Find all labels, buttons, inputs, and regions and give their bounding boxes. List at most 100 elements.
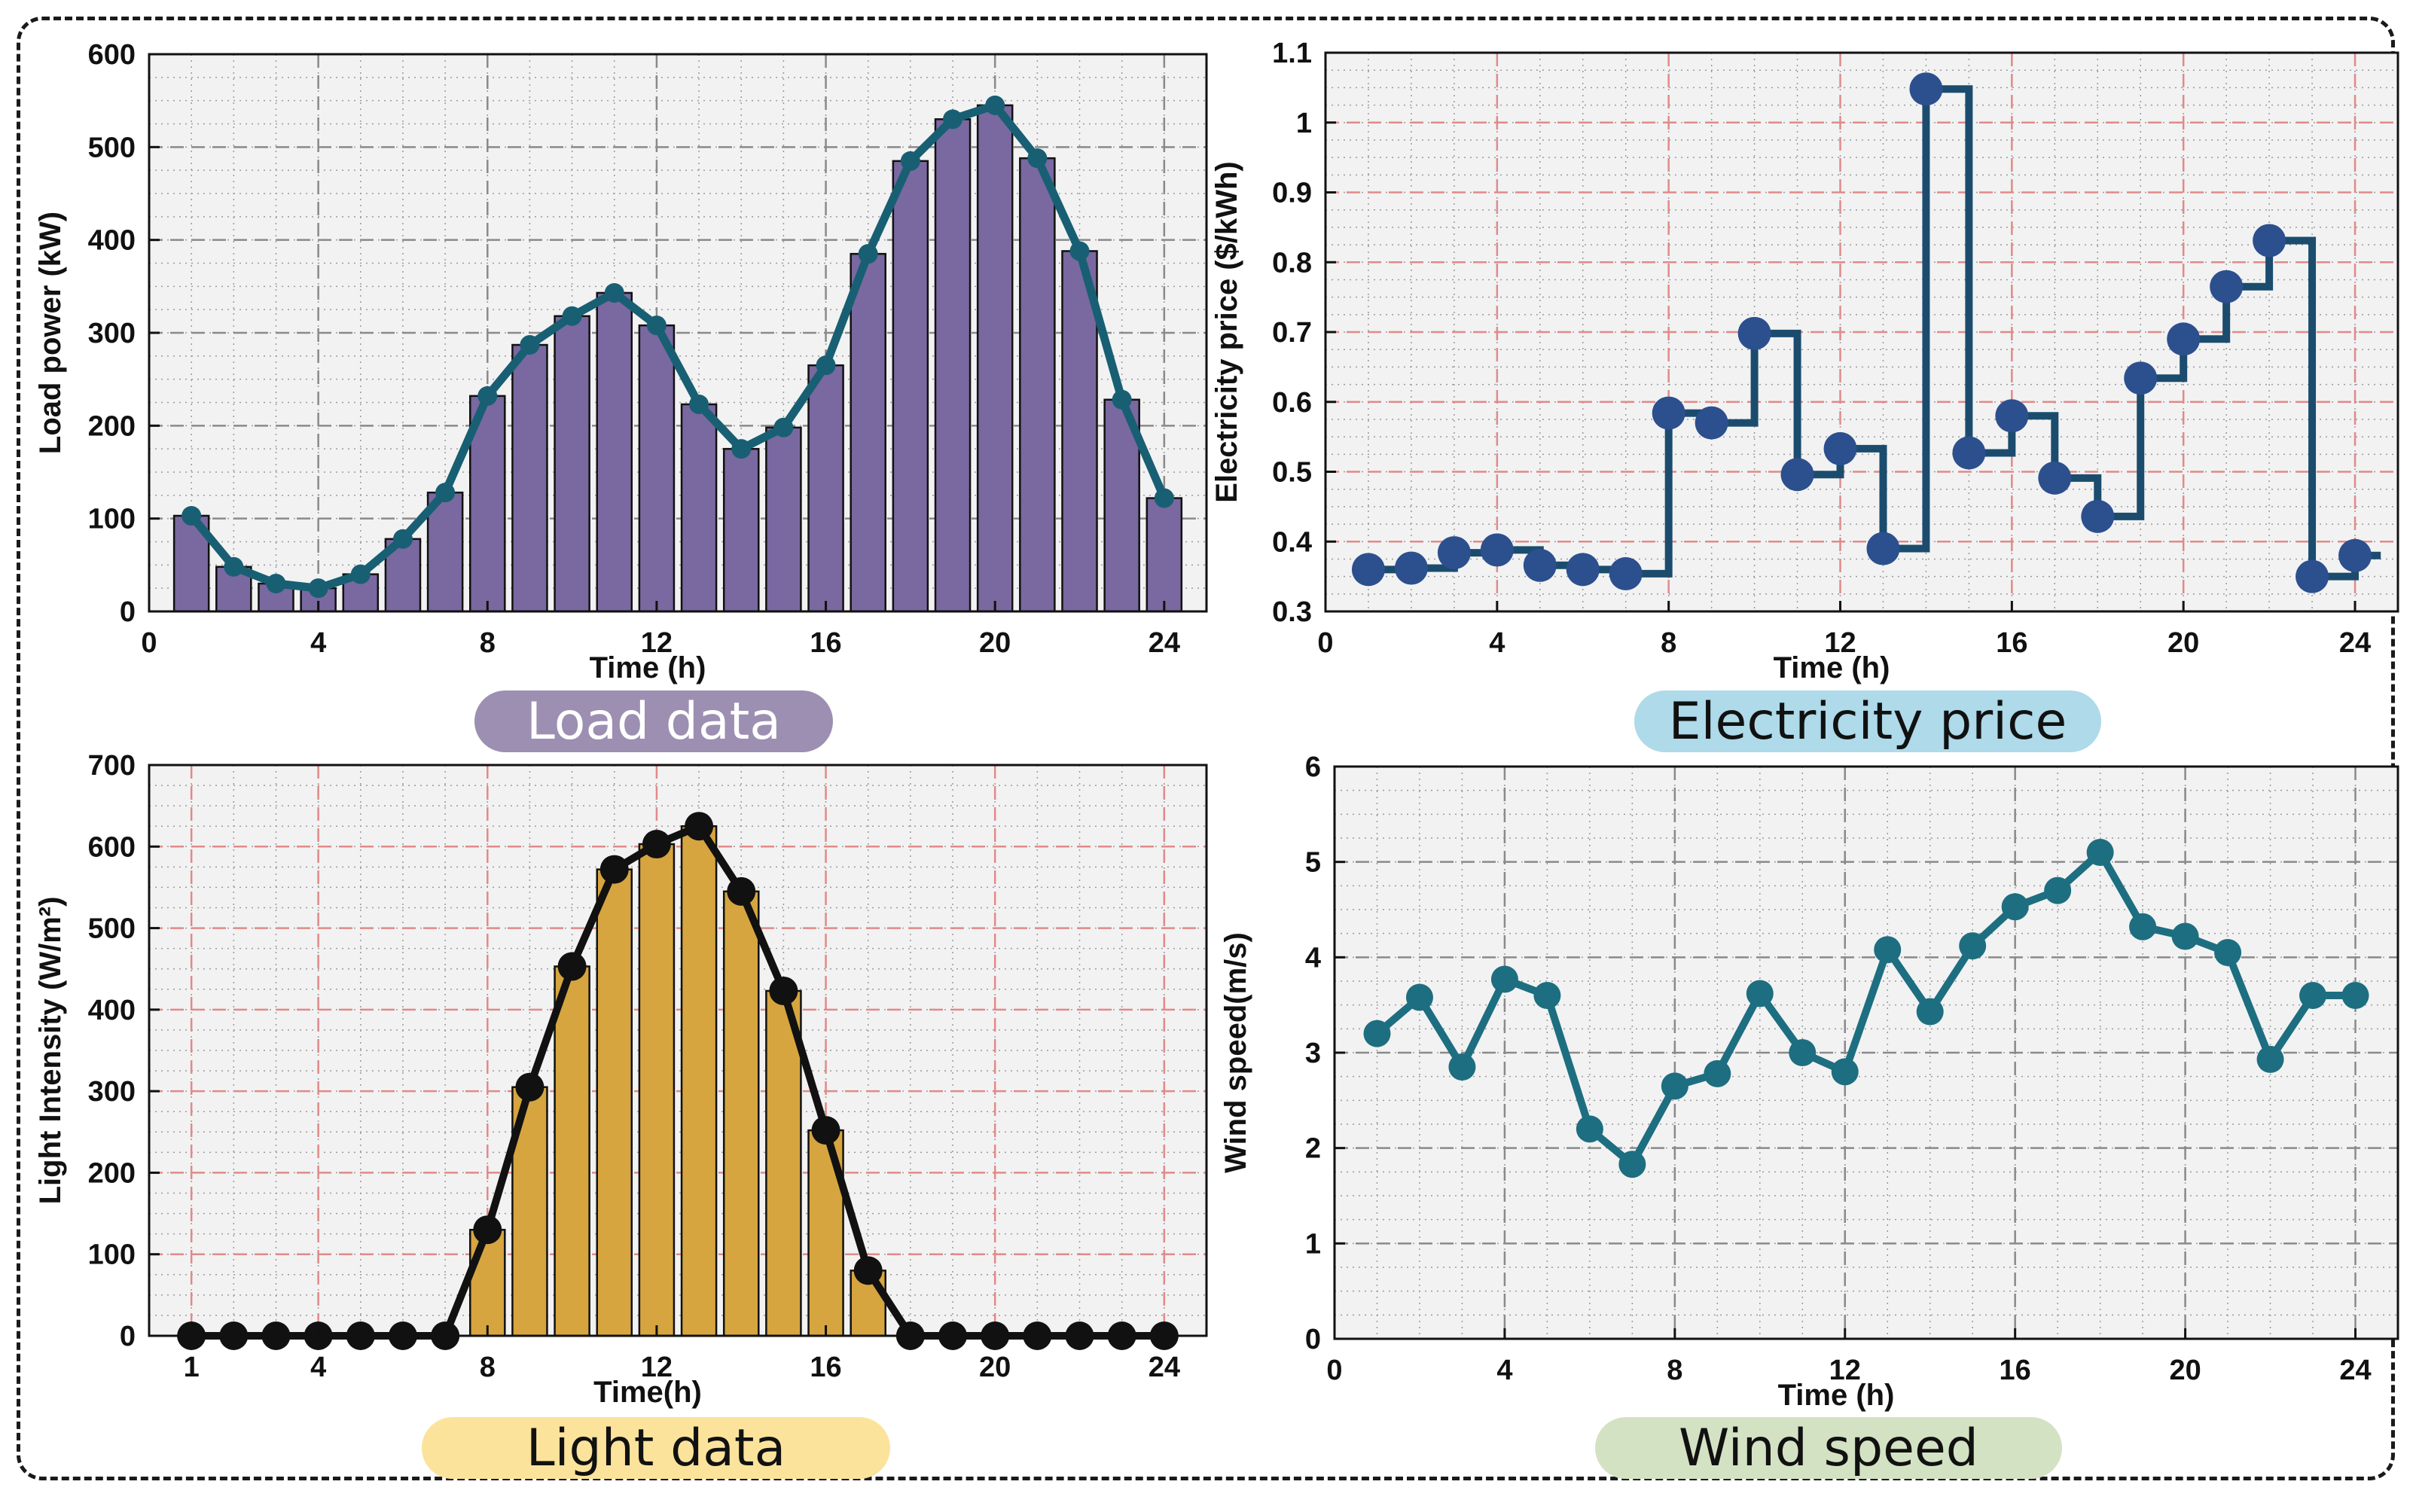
data-point bbox=[515, 1072, 545, 1102]
data-point bbox=[2299, 982, 2327, 1009]
data-bar bbox=[680, 403, 718, 613]
data-point bbox=[520, 335, 540, 355]
x-tick-label: 8 bbox=[480, 627, 496, 659]
x-tick-label: 12 bbox=[1824, 627, 1856, 659]
y-tick-label: 0.7 bbox=[1272, 317, 1312, 349]
y-tick-label: 600 bbox=[88, 831, 136, 863]
y-tick-label: 0.8 bbox=[1272, 247, 1312, 279]
data-point bbox=[350, 564, 371, 584]
data-point bbox=[1490, 965, 1518, 993]
data-point bbox=[182, 505, 202, 526]
data-point bbox=[985, 95, 1005, 115]
y-tick-label: 0.4 bbox=[1272, 526, 1312, 558]
data-point bbox=[2167, 322, 2201, 356]
data-point bbox=[224, 556, 244, 577]
y-tick-label: 0.5 bbox=[1272, 457, 1312, 489]
data-point bbox=[1405, 983, 1433, 1011]
x-tick-label: 24 bbox=[1149, 1352, 1180, 1383]
data-bar bbox=[554, 965, 590, 1337]
data-point bbox=[2296, 559, 2329, 593]
data-point bbox=[1831, 1058, 1859, 1086]
data-point bbox=[266, 574, 286, 593]
data-point bbox=[769, 976, 798, 1005]
data-point bbox=[1959, 932, 1987, 960]
data-point bbox=[1652, 396, 1685, 430]
data-point bbox=[1823, 431, 1857, 465]
x-tick-label: 24 bbox=[2339, 627, 2371, 659]
data-point bbox=[1995, 399, 2029, 433]
data-point bbox=[2256, 1045, 2284, 1073]
data-point bbox=[943, 109, 963, 130]
y-tick-label: 600 bbox=[88, 39, 136, 71]
y-tick-label: 300 bbox=[88, 318, 136, 349]
data-bar bbox=[765, 989, 802, 1337]
y-axis-label: Load power (kW) bbox=[34, 212, 67, 454]
x-tick-label: 12 bbox=[641, 1352, 673, 1383]
y-tick-label: 400 bbox=[88, 995, 136, 1026]
data-point bbox=[2129, 913, 2157, 940]
x-tick-label: 0 bbox=[1326, 1355, 1342, 1386]
data-point bbox=[1069, 241, 1090, 261]
y-tick-label: 3 bbox=[1305, 1038, 1321, 1069]
data-bar bbox=[934, 118, 972, 613]
data-bar bbox=[596, 868, 633, 1337]
data-point bbox=[2338, 538, 2372, 572]
x-tick-label: 16 bbox=[1996, 627, 2027, 659]
data-point bbox=[1448, 1053, 1476, 1081]
x-tick-label: 12 bbox=[1829, 1355, 1861, 1386]
data-point bbox=[1874, 936, 1902, 964]
y-tick-label: 1 bbox=[1305, 1228, 1321, 1260]
data-point bbox=[1523, 548, 1557, 582]
data-point bbox=[599, 855, 629, 884]
data-point bbox=[2124, 361, 2158, 395]
data-point bbox=[1351, 553, 1385, 587]
data-point bbox=[1704, 1059, 1731, 1087]
y-axis-label: Electricity price ($/kWh) bbox=[1210, 161, 1243, 502]
data-point bbox=[1780, 458, 1814, 492]
data-bar bbox=[638, 324, 676, 613]
data-point bbox=[1566, 553, 1600, 587]
data-point bbox=[1027, 148, 1048, 169]
data-point bbox=[1363, 1020, 1391, 1047]
x-tick-label: 8 bbox=[1661, 627, 1676, 659]
data-bar bbox=[807, 364, 844, 613]
data-point bbox=[727, 876, 756, 906]
data-bar bbox=[722, 890, 760, 1337]
data-point bbox=[1394, 551, 1428, 585]
y-tick-label: 200 bbox=[88, 410, 136, 442]
data-point bbox=[1737, 316, 1771, 350]
price-chart: 0 4 8 12 16 20 24 0.3 0.4 0.5 0.6 0.7 0.8 0.9 1 1.1 Time… bbox=[1210, 38, 2399, 684]
data-point bbox=[1533, 982, 1561, 1009]
price-caption: Electricity price bbox=[1634, 690, 2101, 752]
data-point bbox=[1952, 436, 1986, 470]
y-tick-label: 0 bbox=[120, 596, 136, 628]
data-point bbox=[1866, 532, 1900, 565]
y-tick-label: 0 bbox=[120, 1321, 136, 1352]
y-tick-label: 4 bbox=[1305, 942, 1321, 974]
y-axis-label: Wind speed(m/s) bbox=[1219, 932, 1252, 1173]
data-bar bbox=[892, 160, 929, 613]
x-axis-label: Time (h) bbox=[1774, 651, 1890, 684]
data-point bbox=[2214, 939, 2242, 966]
data-point bbox=[1746, 980, 1774, 1007]
y-tick-label: 0.3 bbox=[1272, 596, 1312, 628]
y-tick-label: 6 bbox=[1305, 751, 1321, 783]
x-tick-label: 0 bbox=[1317, 627, 1333, 659]
data-point bbox=[1112, 389, 1132, 410]
x-axis-label: Time (h) bbox=[590, 651, 706, 684]
data-bar bbox=[638, 843, 676, 1337]
data-point bbox=[1661, 1072, 1688, 1100]
data-point bbox=[731, 439, 752, 459]
y-tick-label: 5 bbox=[1305, 847, 1321, 879]
x-tick-label: 24 bbox=[1149, 627, 1180, 659]
x-tick-label: 20 bbox=[979, 627, 1011, 659]
data-point bbox=[642, 830, 671, 859]
x-tick-label: 16 bbox=[810, 1352, 841, 1383]
data-bar bbox=[976, 104, 1014, 613]
data-point bbox=[1480, 533, 1514, 567]
y-tick-label: 500 bbox=[88, 913, 136, 945]
x-tick-label: 0 bbox=[141, 627, 157, 659]
y-tick-label: 100 bbox=[88, 1239, 136, 1271]
data-bar bbox=[469, 1228, 506, 1337]
